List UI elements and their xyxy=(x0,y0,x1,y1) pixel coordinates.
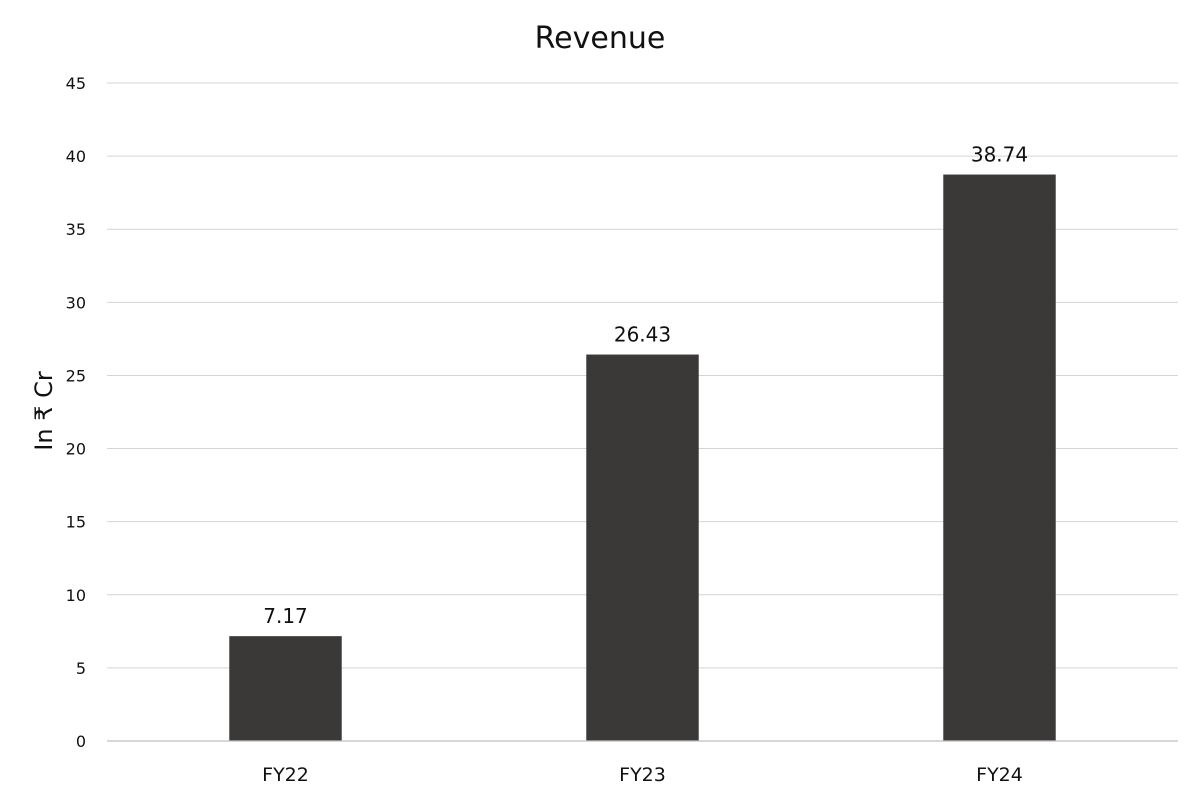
data-labels: 7.17 26.43 38.74 xyxy=(263,143,1028,629)
bar-fy22 xyxy=(229,636,342,741)
data-label-fy22: 7.17 xyxy=(263,604,308,628)
data-label-fy24: 38.74 xyxy=(971,143,1028,167)
y-axis-label: In ₹ Cr xyxy=(30,371,58,451)
bars xyxy=(229,174,1056,742)
y-tick-20: 20 xyxy=(66,440,86,459)
chart-title: Revenue xyxy=(535,21,666,56)
x-tick-labels: FY22 FY23 FY24 xyxy=(262,764,1023,786)
x-tick-fy22: FY22 xyxy=(262,764,309,786)
y-tick-0: 0 xyxy=(76,732,86,751)
x-tick-fy24: FY24 xyxy=(976,764,1023,786)
data-label-fy23: 26.43 xyxy=(614,323,671,347)
y-tick-5: 5 xyxy=(76,659,86,678)
x-tick-fy23: FY23 xyxy=(619,764,666,786)
bar-fy23 xyxy=(586,354,699,741)
y-tick-35: 35 xyxy=(66,220,86,239)
y-tick-45: 45 xyxy=(66,74,86,93)
bar-fy24 xyxy=(943,174,1056,742)
y-tick-25: 25 xyxy=(66,366,86,385)
y-tick-30: 30 xyxy=(66,293,86,312)
y-tick-15: 15 xyxy=(66,513,86,532)
y-tick-10: 10 xyxy=(66,586,86,605)
y-tick-40: 40 xyxy=(66,147,86,166)
y-tick-labels: 0 5 10 15 20 25 30 35 40 45 xyxy=(66,74,86,751)
